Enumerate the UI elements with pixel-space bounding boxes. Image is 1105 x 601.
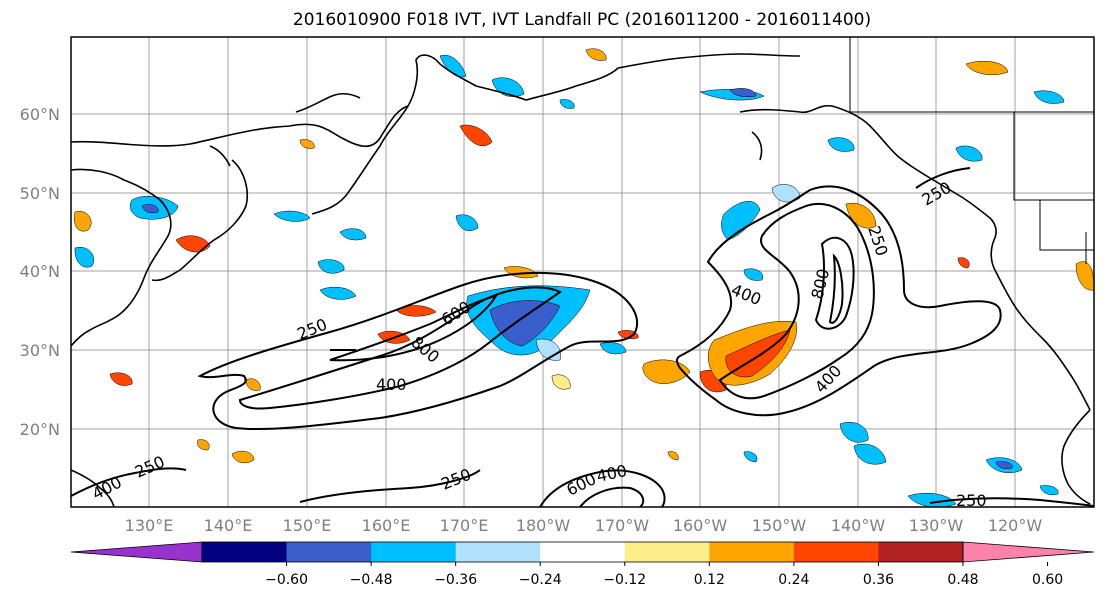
political-borders bbox=[849, 37, 1094, 264]
longitude-labels: 130°E 140°E 150°E 160°E 170°E 180°W 170°… bbox=[125, 516, 1043, 535]
colorbar-tick-label: 0.12 bbox=[694, 572, 725, 588]
ivt-anomaly-shading bbox=[74, 48, 1094, 507]
lat-tick-label: 30°N bbox=[20, 341, 60, 360]
lon-tick-label: 150°W bbox=[752, 516, 807, 535]
lon-tick-label: 150°E bbox=[283, 516, 332, 535]
colorbar-segment bbox=[793, 542, 879, 562]
colorbar-frame bbox=[201, 541, 964, 563]
lat-tick-label: 20°N bbox=[20, 420, 60, 439]
colorbar-tick-label: −0.24 bbox=[519, 572, 562, 588]
colorbar-tick-label: −0.36 bbox=[434, 572, 477, 588]
colorbar-segment bbox=[624, 542, 710, 562]
colorbar-tick-label: 0.36 bbox=[863, 572, 894, 588]
lat-tick-label: 40°N bbox=[20, 262, 60, 281]
lat-tick-label: 50°N bbox=[20, 184, 60, 203]
colorbar: −0.60 −0.48 −0.36 −0.24 −0.12 0.12 0.24 0.36 0.4… bbox=[70, 541, 1095, 588]
lat-tick-label: 60°N bbox=[20, 105, 60, 124]
colorbar-segment bbox=[709, 542, 795, 562]
lon-tick-label: 170°W bbox=[595, 516, 650, 535]
lon-tick-label: 120°W bbox=[988, 516, 1043, 535]
lon-tick-label: 160°E bbox=[362, 516, 411, 535]
colorbar-segment bbox=[371, 542, 457, 562]
colorbar-segment bbox=[455, 542, 541, 562]
map-frame bbox=[70, 36, 1095, 508]
colorbar-segment bbox=[878, 542, 964, 562]
lon-tick-label: 170°E bbox=[440, 516, 489, 535]
colorbar-tick-label: −0.48 bbox=[350, 572, 393, 588]
colorbar-segment bbox=[540, 542, 626, 562]
colorbar-segment bbox=[202, 542, 288, 562]
lon-tick-label: 130°W bbox=[909, 516, 964, 535]
lon-tick-label: 130°E bbox=[125, 516, 174, 535]
colorbar-tick-label: 0.60 bbox=[1032, 572, 1063, 588]
lon-tick-label: 140°E bbox=[204, 516, 253, 535]
colorbar-tick-label: 0.48 bbox=[947, 572, 978, 588]
colorbar-tick-label: −0.60 bbox=[265, 572, 308, 588]
colorbar-segment bbox=[286, 542, 372, 562]
colorbar-extend-min bbox=[70, 541, 203, 563]
lon-tick-label: 180°W bbox=[516, 516, 571, 535]
map-title: 2016010900 F018 IVT, IVT Landfall PC (20… bbox=[292, 10, 872, 30]
map-panel: 250 400 600 800 800 400 400 250 250 250 … bbox=[71, 37, 1094, 510]
gridlines bbox=[71, 37, 1094, 507]
colorbar-extend-max bbox=[962, 541, 1095, 563]
coastlines bbox=[71, 53, 1091, 507]
lon-tick-label: 140°W bbox=[831, 516, 886, 535]
colorbar-tick-label: 0.24 bbox=[778, 572, 809, 588]
contour-label: 250 bbox=[956, 491, 987, 510]
ivt-contours bbox=[71, 167, 1094, 507]
colorbar-tick-label: −0.12 bbox=[603, 572, 646, 588]
contour-label: 400 bbox=[376, 375, 407, 394]
latitude-labels: 20°N 30°N 40°N 50°N 60°N bbox=[20, 105, 60, 439]
lon-tick-label: 160°W bbox=[673, 516, 728, 535]
